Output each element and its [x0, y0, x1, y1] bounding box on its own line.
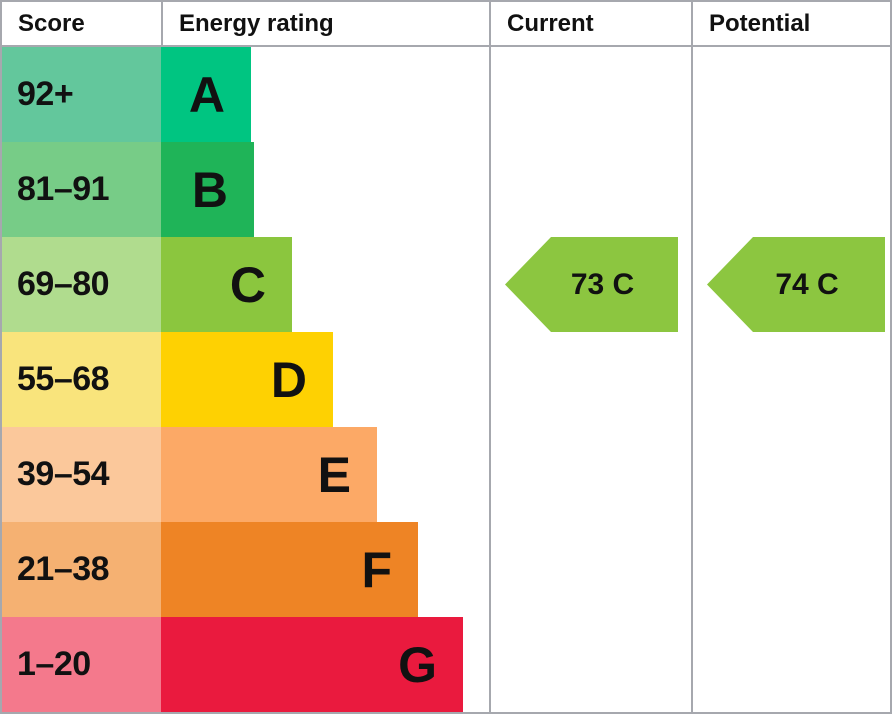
- score-range-d: 55–68: [2, 332, 161, 427]
- score-range-g: 1–20: [2, 617, 161, 712]
- band-row-a: 92+ A: [2, 47, 890, 142]
- band-row-b: 81–91 B: [2, 142, 890, 237]
- current-column-divider: [489, 47, 491, 712]
- header-current: Current: [489, 2, 691, 45]
- current-rating-label: 73 C: [570, 267, 635, 301]
- rating-bar-c: C: [161, 237, 292, 332]
- potential-rating-label: 74 C: [775, 267, 839, 301]
- band-row-f: 21–38 F: [2, 522, 890, 617]
- header-energy-rating: Energy rating: [161, 2, 489, 45]
- rating-bar-d: D: [161, 332, 333, 427]
- score-range-b: 81–91: [2, 142, 161, 237]
- rating-bar-f: F: [161, 522, 418, 617]
- header-potential: Potential: [691, 2, 890, 45]
- chart-body: 92+ A 81–91 B 69–80 C 55–68 D 39–54 E 21…: [2, 47, 890, 712]
- potential-column-divider: [691, 47, 693, 712]
- band-row-g: 1–20 G: [2, 617, 890, 712]
- band-row-d: 55–68 D: [2, 332, 890, 427]
- band-row-c: 69–80 C: [2, 237, 890, 332]
- score-range-f: 21–38: [2, 522, 161, 617]
- header-score: Score: [18, 9, 85, 37]
- score-range-c: 69–80: [2, 237, 161, 332]
- rating-bar-g: G: [161, 617, 463, 712]
- score-range-a: 92+: [2, 47, 161, 142]
- rating-bar-e: E: [161, 427, 377, 522]
- rating-bar-b: B: [161, 142, 254, 237]
- header-row: Score Energy rating Current Potential: [2, 2, 890, 47]
- score-range-e: 39–54: [2, 427, 161, 522]
- band-row-e: 39–54 E: [2, 427, 890, 522]
- rating-bar-a: A: [161, 47, 251, 142]
